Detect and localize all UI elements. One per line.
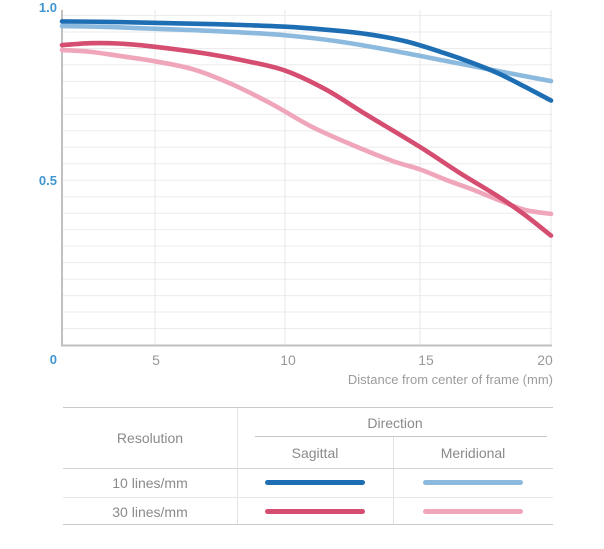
y-tick-label-0.5: 0.5	[38, 173, 57, 188]
x-tick-label-5: 5	[152, 352, 160, 368]
direction-underline	[255, 436, 547, 437]
row-label-10-lines: 10 lines/mm	[112, 474, 188, 491]
mtf-chart-canvas	[59, 10, 554, 347]
legend-cell	[237, 497, 393, 526]
row-label-30-lines: 30 lines/mm	[112, 503, 188, 520]
sagittal-header: Sagittal	[291, 444, 339, 461]
direction-header: Direction	[367, 414, 423, 431]
legend-cell	[237, 468, 393, 497]
column-separator	[237, 408, 238, 524]
x-tick-label-15: 15	[418, 352, 434, 368]
swatch-30-meridional	[423, 509, 523, 514]
row-separator	[63, 497, 553, 498]
legend-cell	[393, 497, 553, 526]
swatch-10-sagittal	[265, 480, 365, 485]
legend-cell	[393, 468, 553, 497]
y-tick-label-1.0: 1.0	[38, 0, 57, 15]
x-tick-label-20: 20	[537, 352, 553, 368]
series-line-30-lines-mm-sagittal	[59, 40, 554, 238]
meridional-header: Meridional	[440, 444, 506, 461]
x-axis-title: Distance from center of frame (mm)	[347, 372, 553, 387]
swatch-30-sagittal	[265, 509, 365, 514]
swatch-10-meridional	[423, 480, 523, 485]
series-line-30-lines-mm-meridional	[59, 47, 554, 217]
legend-table: Resolution Direction Sagittal Meridional…	[63, 407, 553, 525]
series-line-10-lines-mm-sagittal	[59, 19, 554, 103]
resolution-header: Resolution	[116, 430, 184, 446]
origin-label-0: 0	[49, 352, 57, 367]
column-separator	[393, 437, 394, 524]
x-tick-label-10: 10	[280, 352, 296, 368]
header-body-separator	[63, 468, 553, 469]
series-line-10-lines-mm-meridional	[59, 23, 554, 84]
